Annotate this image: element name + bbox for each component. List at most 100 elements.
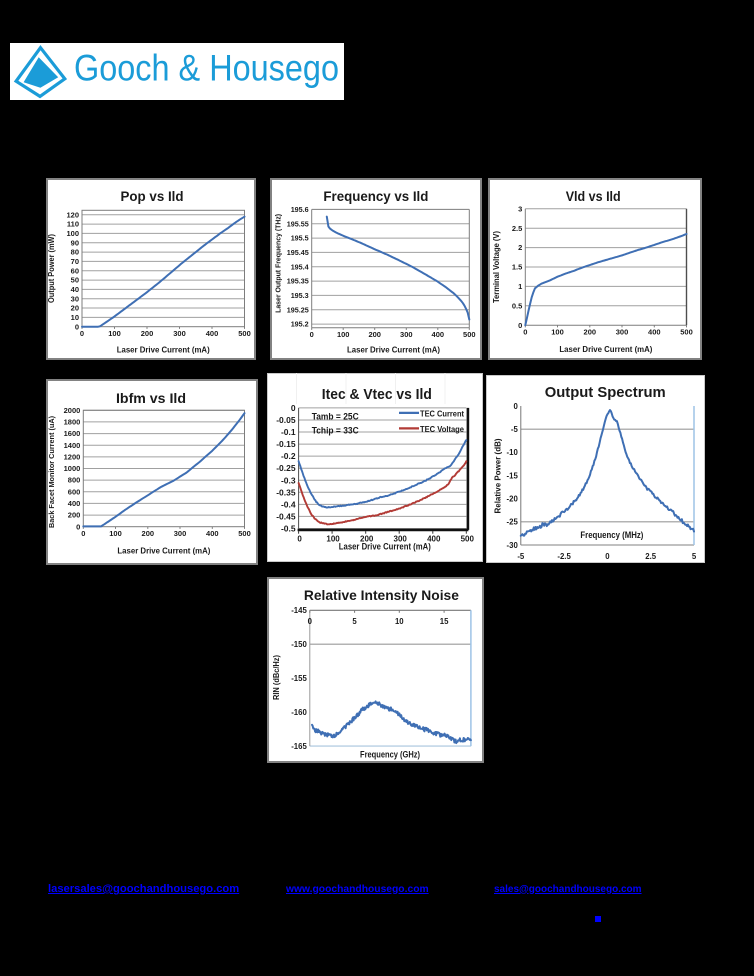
- svg-text:-0.25: -0.25: [276, 463, 296, 473]
- svg-text:-160: -160: [291, 708, 307, 717]
- svg-text:1600: 1600: [64, 429, 81, 438]
- svg-text:0: 0: [605, 552, 610, 561]
- svg-text:0: 0: [76, 522, 80, 531]
- svg-text:Tchip = 33C: Tchip = 33C: [312, 426, 359, 436]
- svg-text:Laser Output Frequency (THz): Laser Output Frequency (THz): [273, 213, 282, 313]
- svg-text:400: 400: [648, 328, 661, 337]
- svg-text:Frequency (GHz): Frequency (GHz): [360, 749, 420, 760]
- svg-text:200: 200: [68, 511, 81, 520]
- svg-text:1.5: 1.5: [512, 263, 522, 272]
- svg-text:Output Spectrum: Output Spectrum: [545, 384, 666, 401]
- svg-text:300: 300: [394, 535, 408, 544]
- svg-text:100: 100: [551, 328, 564, 337]
- svg-text:195.2: 195.2: [291, 320, 309, 329]
- svg-text:400: 400: [206, 329, 219, 338]
- svg-text:400: 400: [432, 330, 445, 339]
- svg-text:2.5: 2.5: [645, 552, 657, 561]
- svg-text:0.5: 0.5: [512, 301, 522, 310]
- svg-text:500: 500: [463, 330, 476, 339]
- svg-text:500: 500: [238, 529, 251, 538]
- svg-text:-0.05: -0.05: [276, 415, 296, 425]
- svg-text:0: 0: [523, 328, 527, 337]
- svg-text:0: 0: [513, 402, 518, 411]
- svg-text:200: 200: [142, 529, 155, 538]
- svg-text:Back Facet Monitor Current (uA: Back Facet Monitor Current (uA): [47, 415, 56, 528]
- svg-text:300: 300: [400, 330, 413, 339]
- svg-text:800: 800: [68, 476, 81, 485]
- svg-text:TEC Voltage: TEC Voltage: [420, 424, 464, 434]
- svg-text:0: 0: [308, 617, 313, 626]
- svg-text:Vld vs Ild: Vld vs Ild: [566, 189, 621, 204]
- svg-text:-155: -155: [291, 674, 307, 683]
- svg-text:-5: -5: [517, 552, 525, 561]
- svg-text:-0.2: -0.2: [281, 451, 296, 461]
- svg-text:10: 10: [71, 313, 79, 322]
- svg-text:-20: -20: [507, 495, 519, 504]
- svg-text:195.3: 195.3: [291, 291, 309, 300]
- svg-text:100: 100: [326, 535, 340, 544]
- svg-text:0: 0: [297, 535, 302, 544]
- svg-text:0: 0: [80, 329, 84, 338]
- svg-text:0: 0: [75, 322, 79, 331]
- svg-text:TEC Current: TEC Current: [420, 409, 464, 419]
- svg-text:195.25: 195.25: [287, 305, 309, 314]
- svg-text:50: 50: [71, 276, 79, 285]
- svg-text:-0.1: -0.1: [281, 427, 296, 437]
- svg-text:1800: 1800: [64, 418, 81, 427]
- svg-text:Relative Power (dB): Relative Power (dB): [493, 438, 503, 513]
- svg-text:100: 100: [66, 229, 79, 238]
- svg-text:-2.5: -2.5: [557, 552, 571, 561]
- svg-text:120: 120: [66, 210, 79, 219]
- svg-text:300: 300: [174, 529, 187, 538]
- svg-text:100: 100: [337, 330, 350, 339]
- svg-text:Gooch & Housego: Gooch & Housego: [74, 48, 339, 89]
- svg-text:Ibfm vs Ild: Ibfm vs Ild: [116, 391, 186, 406]
- svg-text:2000: 2000: [64, 406, 81, 415]
- svg-text:70: 70: [71, 257, 79, 266]
- svg-text:2.5: 2.5: [512, 224, 522, 233]
- svg-text:1000: 1000: [64, 464, 81, 473]
- svg-text:Laser Drive Current (mA): Laser Drive Current (mA): [117, 546, 210, 556]
- svg-text:195.55: 195.55: [287, 219, 309, 228]
- svg-text:-0.45: -0.45: [276, 511, 296, 521]
- svg-text:110: 110: [67, 220, 79, 229]
- svg-text:-145: -145: [291, 606, 307, 615]
- svg-text:-150: -150: [291, 640, 307, 649]
- svg-text:5: 5: [352, 617, 357, 626]
- svg-text:40: 40: [71, 285, 79, 294]
- svg-text:2: 2: [518, 243, 522, 252]
- svg-text:Laser Drive Current (mA): Laser Drive Current (mA): [347, 344, 440, 354]
- svg-text:5: 5: [692, 552, 697, 561]
- svg-text:0: 0: [81, 529, 85, 538]
- svg-text:15: 15: [440, 617, 449, 626]
- svg-text:-0.3: -0.3: [281, 475, 296, 485]
- svg-text:400: 400: [68, 499, 81, 508]
- svg-text:200: 200: [141, 329, 154, 338]
- svg-text:20: 20: [71, 304, 79, 313]
- svg-text:195.45: 195.45: [287, 248, 309, 257]
- svg-text:1200: 1200: [64, 453, 81, 462]
- svg-text:200: 200: [360, 535, 374, 544]
- svg-text:80: 80: [71, 248, 79, 257]
- svg-text:500: 500: [461, 535, 475, 544]
- svg-text:Laser Drive Current (mA): Laser Drive Current (mA): [559, 344, 652, 354]
- svg-text:500: 500: [238, 329, 251, 338]
- svg-text:30: 30: [71, 294, 79, 303]
- svg-text:500: 500: [680, 328, 693, 337]
- svg-text:-30: -30: [507, 541, 519, 550]
- svg-text:-25: -25: [507, 518, 519, 527]
- svg-text:-0.5: -0.5: [281, 524, 296, 534]
- svg-text:195.5: 195.5: [291, 234, 309, 243]
- svg-text:Relative Intensity Noise: Relative Intensity Noise: [304, 587, 459, 603]
- svg-text:RIN (dBc/Hz): RIN (dBc/Hz): [271, 655, 281, 700]
- svg-text:10: 10: [395, 617, 404, 626]
- svg-text:Frequency (MHz): Frequency (MHz): [580, 530, 643, 540]
- svg-text:Frequency vs Ild: Frequency vs Ild: [323, 189, 428, 204]
- svg-text:-0.35: -0.35: [276, 487, 296, 497]
- svg-text:-0.15: -0.15: [276, 439, 296, 449]
- svg-text:0: 0: [291, 403, 296, 413]
- svg-text:100: 100: [108, 329, 121, 338]
- svg-text:195.35: 195.35: [287, 277, 309, 286]
- svg-text:600: 600: [68, 487, 81, 496]
- svg-text:200: 200: [368, 330, 381, 339]
